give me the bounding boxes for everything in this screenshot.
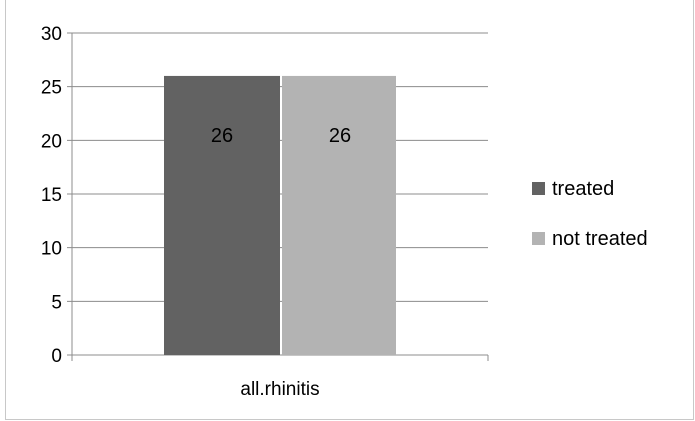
bar-not-treated [282, 75, 396, 355]
y-tick-label-5: 5 [51, 292, 62, 313]
y-tick-label-0: 0 [51, 346, 62, 367]
y-tick-label-15: 15 [41, 185, 62, 206]
chart-frame [5, 0, 694, 420]
y-tick-label-25: 25 [41, 78, 62, 99]
data-label-not-treated: 26 [329, 125, 351, 147]
legend: treated not treated [532, 178, 648, 250]
bar-treated [164, 75, 280, 355]
y-tick-label-30: 30 [41, 24, 62, 45]
legend-label-not-treated: not treated [552, 228, 648, 250]
legend-swatch-not-treated [532, 232, 545, 245]
x-category-label: all.rhinitis [240, 379, 319, 400]
bars [164, 75, 396, 355]
data-label-treated: 26 [211, 125, 233, 147]
labels: 0 5 10 15 20 25 30 26 26 all.rhinitis [41, 24, 351, 400]
y-tick-label-20: 20 [41, 131, 62, 152]
legend-swatch-treated [532, 182, 545, 195]
y-tick-label-10: 10 [41, 239, 62, 260]
legend-label-treated: treated [552, 178, 614, 200]
